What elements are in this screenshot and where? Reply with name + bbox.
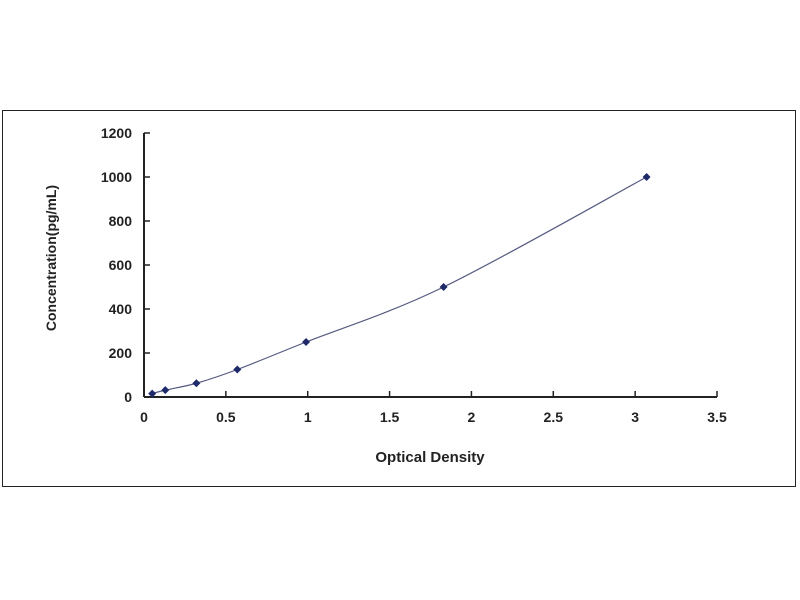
y-tick-label: 400 bbox=[109, 301, 133, 317]
x-tick-label: 2.5 bbox=[544, 409, 564, 425]
data-point bbox=[192, 379, 201, 388]
y-tick-label: 600 bbox=[109, 257, 133, 273]
x-tick-label: 1 bbox=[304, 409, 312, 425]
data-point bbox=[302, 338, 311, 346]
x-axis-label: Optical Density bbox=[375, 449, 485, 466]
x-tick-label: 1.5 bbox=[380, 409, 400, 425]
data-point bbox=[233, 365, 242, 374]
x-tick-label: 0 bbox=[140, 409, 148, 425]
y-tick-label: 800 bbox=[109, 213, 133, 229]
series-line bbox=[152, 176, 647, 395]
x-tick-label: 3 bbox=[631, 409, 639, 425]
x-tick-label: 3.5 bbox=[707, 409, 727, 425]
data-point bbox=[161, 386, 170, 395]
data-point bbox=[148, 389, 157, 398]
x-tick-label: 2 bbox=[468, 409, 476, 425]
data-point bbox=[642, 173, 651, 181]
data-point bbox=[439, 283, 448, 291]
y-tick-label: 1000 bbox=[101, 169, 132, 185]
chart-frame bbox=[2, 110, 796, 487]
x-tick-label: 0.5 bbox=[216, 409, 236, 425]
y-tick-label: 0 bbox=[124, 389, 132, 405]
y-tick-label: 200 bbox=[109, 345, 133, 361]
y-axis-label: Concentration(pg/mL) bbox=[43, 185, 59, 331]
y-tick-label: 1200 bbox=[101, 125, 132, 141]
